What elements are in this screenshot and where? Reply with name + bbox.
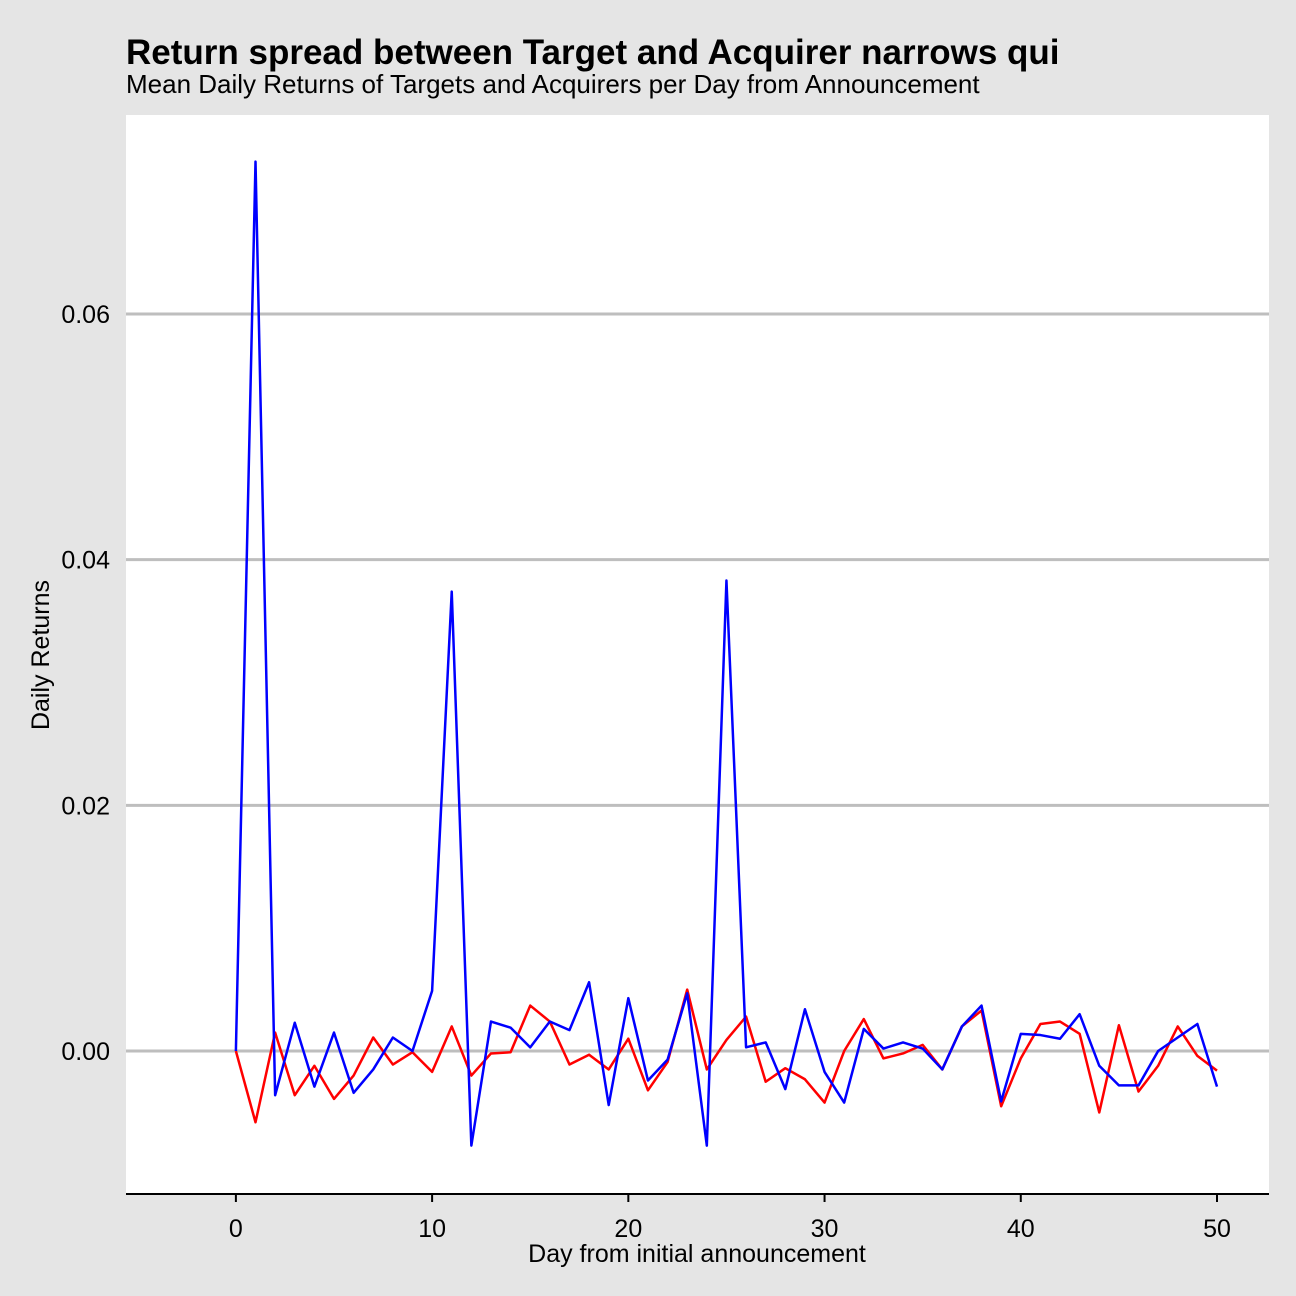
y-tick-label: 0.04 — [61, 547, 110, 575]
y-tick-label: 0.02 — [61, 792, 110, 820]
y-tick-label: 0.06 — [61, 301, 110, 329]
x-tick-label: 40 — [1007, 1215, 1035, 1243]
x-tick-label: 30 — [811, 1215, 839, 1243]
series-line — [234, 160, 1219, 1147]
x-axis-label: Day from initial announcement — [528, 1240, 866, 1268]
chart-subtitle: Mean Daily Returns of Targets and Acquir… — [126, 69, 980, 99]
series-line — [234, 988, 1218, 1124]
chart-title: Return spread between Target and Acquire… — [126, 33, 1060, 72]
x-tick-label: 20 — [614, 1215, 642, 1243]
x-tick-label: 0 — [229, 1215, 243, 1243]
x-tick-label: 50 — [1203, 1215, 1231, 1243]
y-tick-label: 0.00 — [61, 1038, 110, 1066]
y-axis-label: Daily Returns — [27, 580, 55, 730]
x-tick-label: 10 — [418, 1215, 446, 1243]
